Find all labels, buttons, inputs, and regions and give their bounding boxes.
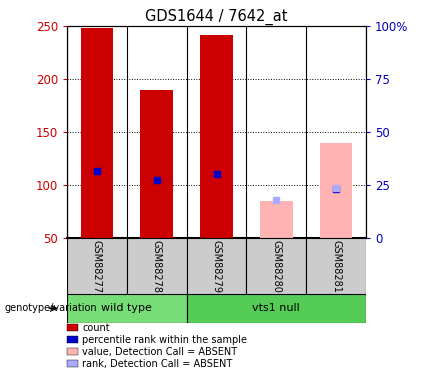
- Bar: [187, 238, 246, 294]
- Bar: [306, 238, 366, 294]
- Text: GSM88277: GSM88277: [92, 240, 102, 293]
- Title: GDS1644 / 7642_at: GDS1644 / 7642_at: [145, 9, 288, 25]
- Text: GSM88281: GSM88281: [331, 240, 341, 292]
- Text: rank, Detection Call = ABSENT: rank, Detection Call = ABSENT: [82, 359, 233, 369]
- Text: wild type: wild type: [101, 303, 152, 313]
- Bar: [67, 238, 127, 294]
- Text: GSM88280: GSM88280: [271, 240, 281, 292]
- Bar: [187, 294, 366, 322]
- Bar: [200, 35, 233, 238]
- Text: count: count: [82, 323, 110, 333]
- Bar: [140, 90, 173, 238]
- Bar: [246, 238, 306, 294]
- Bar: [127, 238, 187, 294]
- Text: GSM88278: GSM88278: [152, 240, 162, 293]
- Bar: [81, 28, 113, 238]
- Text: value, Detection Call = ABSENT: value, Detection Call = ABSENT: [82, 347, 237, 357]
- Bar: [260, 201, 293, 238]
- Text: percentile rank within the sample: percentile rank within the sample: [82, 335, 247, 345]
- Text: genotype/variation: genotype/variation: [4, 303, 97, 313]
- Bar: [67, 294, 187, 322]
- Bar: [320, 143, 352, 238]
- Text: GSM88279: GSM88279: [211, 240, 222, 293]
- Text: vts1 null: vts1 null: [252, 303, 300, 313]
